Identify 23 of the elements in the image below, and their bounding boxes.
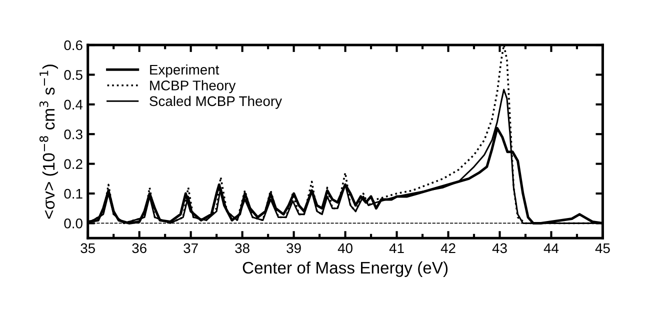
x-tick-label: 45	[595, 243, 610, 254]
x-tick-label: 36	[132, 243, 146, 254]
x-tick-label: 35	[80, 243, 95, 254]
y-tick-label: 0.4	[64, 100, 83, 110]
legend-label: Scaled MCBP Theory	[150, 96, 282, 109]
x-tick-label: 41	[389, 243, 404, 253]
legend-label: Experiment	[150, 64, 220, 78]
y-axis-title: <σv> (10$^{−8}$ cm$^{3}$ s$^{−1}$)	[39, 64, 58, 219]
x-tick-label: 44	[544, 243, 559, 253]
x-tick-label: 40	[338, 243, 352, 254]
legend-label: MCBP Theory	[150, 80, 236, 94]
y-tick-label: 0.5	[64, 70, 82, 80]
x-tick-label: 39	[286, 243, 301, 254]
x-tick-label: 43	[492, 243, 507, 254]
y-tick-label: 0.2	[64, 159, 82, 169]
y-tick-label: 0.0	[64, 218, 82, 228]
x-tick-label: 42	[440, 243, 456, 253]
x-tick-label: 38	[235, 243, 250, 254]
y-tick-label: 0.3	[64, 129, 82, 140]
x-axis-title: Center of Mass Energy (eV)	[242, 261, 448, 277]
y-tick-label: 0.1	[64, 188, 82, 199]
x-tick-label: 37	[184, 243, 198, 254]
y-tick-label: 0.6	[64, 40, 82, 50]
